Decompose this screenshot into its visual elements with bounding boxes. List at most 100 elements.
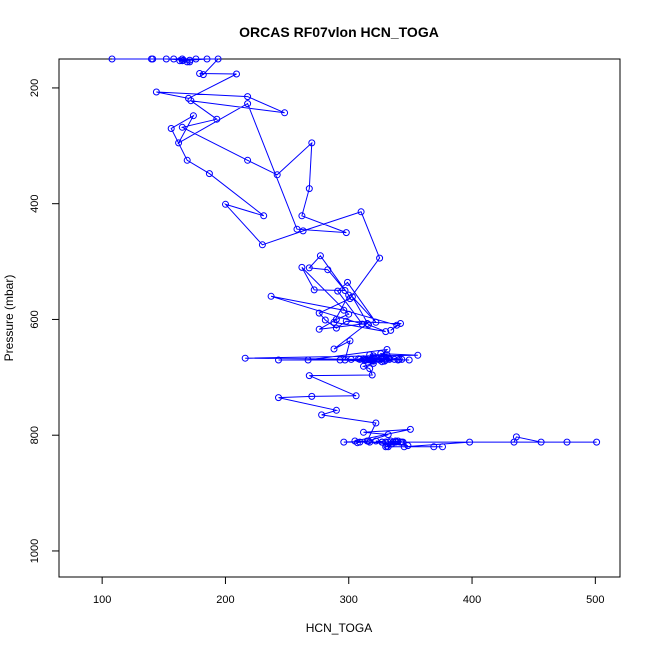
- y-tick-label: 600: [29, 310, 41, 328]
- data-point: [404, 442, 412, 450]
- data-point: [308, 392, 316, 400]
- plot-area: [108, 55, 601, 451]
- data-point: [360, 355, 367, 363]
- data-point: [196, 70, 204, 77]
- data-point: [345, 310, 353, 318]
- data-point: [366, 438, 374, 446]
- data-point: [406, 425, 414, 433]
- data-point: [385, 355, 393, 363]
- data-point: [305, 185, 313, 193]
- data-point: [334, 287, 342, 295]
- data-point: [332, 315, 340, 323]
- y-tick-label: 400: [29, 195, 41, 213]
- data-point: [183, 156, 191, 164]
- data-point: [346, 337, 354, 345]
- data-point: [332, 324, 340, 332]
- data-point: [315, 325, 323, 333]
- data-point: [199, 71, 207, 79]
- data-point: [175, 139, 183, 147]
- data-point: [360, 428, 367, 436]
- data-point: [376, 254, 384, 262]
- data-point: [382, 356, 390, 364]
- data-point: [344, 278, 351, 286]
- data-point: [332, 406, 340, 414]
- data-point: [397, 438, 404, 446]
- data-point: [392, 438, 400, 446]
- data-point: [356, 438, 364, 446]
- data-point: [563, 438, 571, 446]
- plot-frame: [58, 58, 621, 578]
- data-point: [213, 115, 221, 123]
- x-tick-label: 200: [216, 594, 234, 606]
- data-point: [187, 97, 195, 105]
- data-point: [368, 371, 376, 379]
- x-tick-label: 300: [340, 594, 358, 606]
- data-point: [351, 437, 359, 445]
- data-point: [340, 306, 348, 314]
- data-point: [308, 139, 316, 147]
- data-point: [298, 263, 306, 271]
- data-point: [189, 112, 197, 120]
- data-point: [178, 57, 186, 65]
- data-point: [241, 354, 249, 362]
- data-point: [321, 316, 329, 324]
- data-point: [360, 362, 367, 370]
- data-point: [466, 438, 474, 446]
- data-point: [414, 351, 422, 359]
- data-point: [387, 437, 395, 445]
- data-point: [318, 411, 326, 419]
- data-point: [233, 70, 240, 78]
- data-point: [512, 433, 520, 441]
- data-point: [324, 266, 332, 274]
- data-point: [330, 345, 338, 353]
- data-point: [167, 125, 175, 132]
- data-point: [399, 438, 407, 446]
- data-point: [304, 356, 312, 364]
- data-point: [299, 227, 307, 235]
- data-point: [348, 293, 356, 301]
- x-axis-label: HCN_TOGA: [306, 621, 372, 635]
- data-point: [176, 57, 184, 65]
- data-point: [365, 437, 372, 445]
- x-tick-label: 100: [93, 594, 111, 606]
- data-point: [387, 326, 395, 334]
- data-point: [214, 55, 222, 63]
- data-point: [372, 318, 380, 326]
- data-point: [365, 321, 372, 329]
- y-tick-label: 1000: [29, 539, 41, 563]
- data-point: [336, 356, 344, 364]
- data-point: [192, 55, 200, 63]
- chart-title: ORCAS RF07vlon HCN_TOGA: [239, 24, 439, 40]
- data-point: [342, 229, 350, 237]
- data-point: [363, 320, 371, 327]
- data-point: [315, 309, 323, 317]
- data-point: [244, 93, 252, 101]
- data-point: [372, 419, 380, 427]
- data-point: [316, 252, 324, 260]
- data-point: [244, 100, 252, 108]
- x-axis: 100 200 300 400 500: [93, 577, 605, 606]
- data-point: [310, 286, 318, 294]
- data-point: [275, 394, 282, 402]
- data-point: [397, 320, 404, 327]
- data-point: [298, 212, 306, 220]
- data-point: [260, 212, 268, 220]
- data-point: [186, 58, 194, 66]
- data-point: [366, 351, 374, 359]
- data-point: [340, 438, 348, 446]
- data-point: [357, 208, 365, 216]
- data-point: [222, 200, 229, 208]
- series-line: [112, 58, 597, 448]
- data-point: [108, 55, 116, 63]
- data-point: [439, 443, 446, 451]
- data-point: [371, 355, 379, 363]
- data-point: [405, 356, 413, 364]
- data-point: [148, 55, 155, 63]
- data-point: [393, 321, 401, 329]
- data-point: [281, 109, 289, 117]
- data-point: [398, 355, 406, 363]
- data-point: [178, 123, 186, 131]
- data-point: [366, 365, 374, 373]
- x-tick-label: 400: [463, 594, 481, 606]
- y-axis: 200 400 600 800 1000: [29, 79, 59, 563]
